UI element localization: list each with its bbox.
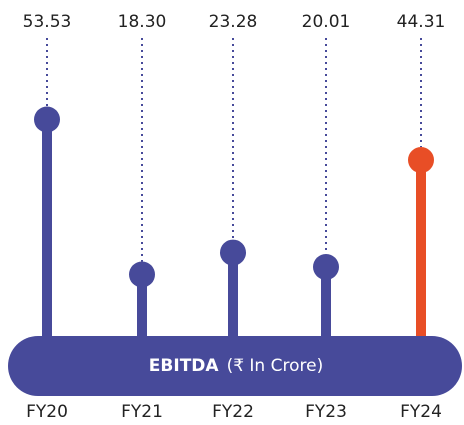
value-label: 53.53	[23, 12, 72, 32]
x-tick-label: FY20	[26, 402, 68, 422]
stem	[137, 274, 147, 345]
dot	[313, 253, 339, 280]
dot	[34, 106, 60, 133]
chart-title: EBITDA	[149, 356, 220, 376]
value-label: 23.28	[209, 12, 258, 32]
value-label: 18.30	[118, 12, 167, 32]
title-group: EBITDA (₹ In Crore)	[149, 356, 323, 376]
x-tick-label: FY22	[212, 402, 254, 422]
x-tick-label: FY23	[305, 402, 347, 422]
stem	[321, 266, 331, 345]
dot	[220, 239, 246, 266]
stem	[416, 160, 426, 345]
chart-subtitle: (₹ In Crore)	[227, 356, 324, 376]
dot	[129, 261, 155, 288]
dot	[408, 147, 434, 174]
stem	[228, 252, 238, 345]
x-tick-label: FY24	[400, 402, 442, 422]
x-tick-label: FY21	[121, 402, 163, 422]
value-label: 20.01	[302, 12, 351, 32]
stem	[42, 119, 52, 345]
title-band	[8, 336, 462, 396]
value-label: 44.31	[397, 12, 446, 32]
